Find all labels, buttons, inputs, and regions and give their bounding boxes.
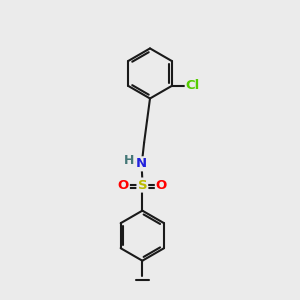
Text: O: O xyxy=(156,178,167,191)
Text: O: O xyxy=(118,178,129,191)
Text: S: S xyxy=(137,178,147,191)
Text: N: N xyxy=(136,157,147,170)
Text: H: H xyxy=(124,154,135,167)
Text: Cl: Cl xyxy=(186,80,200,92)
